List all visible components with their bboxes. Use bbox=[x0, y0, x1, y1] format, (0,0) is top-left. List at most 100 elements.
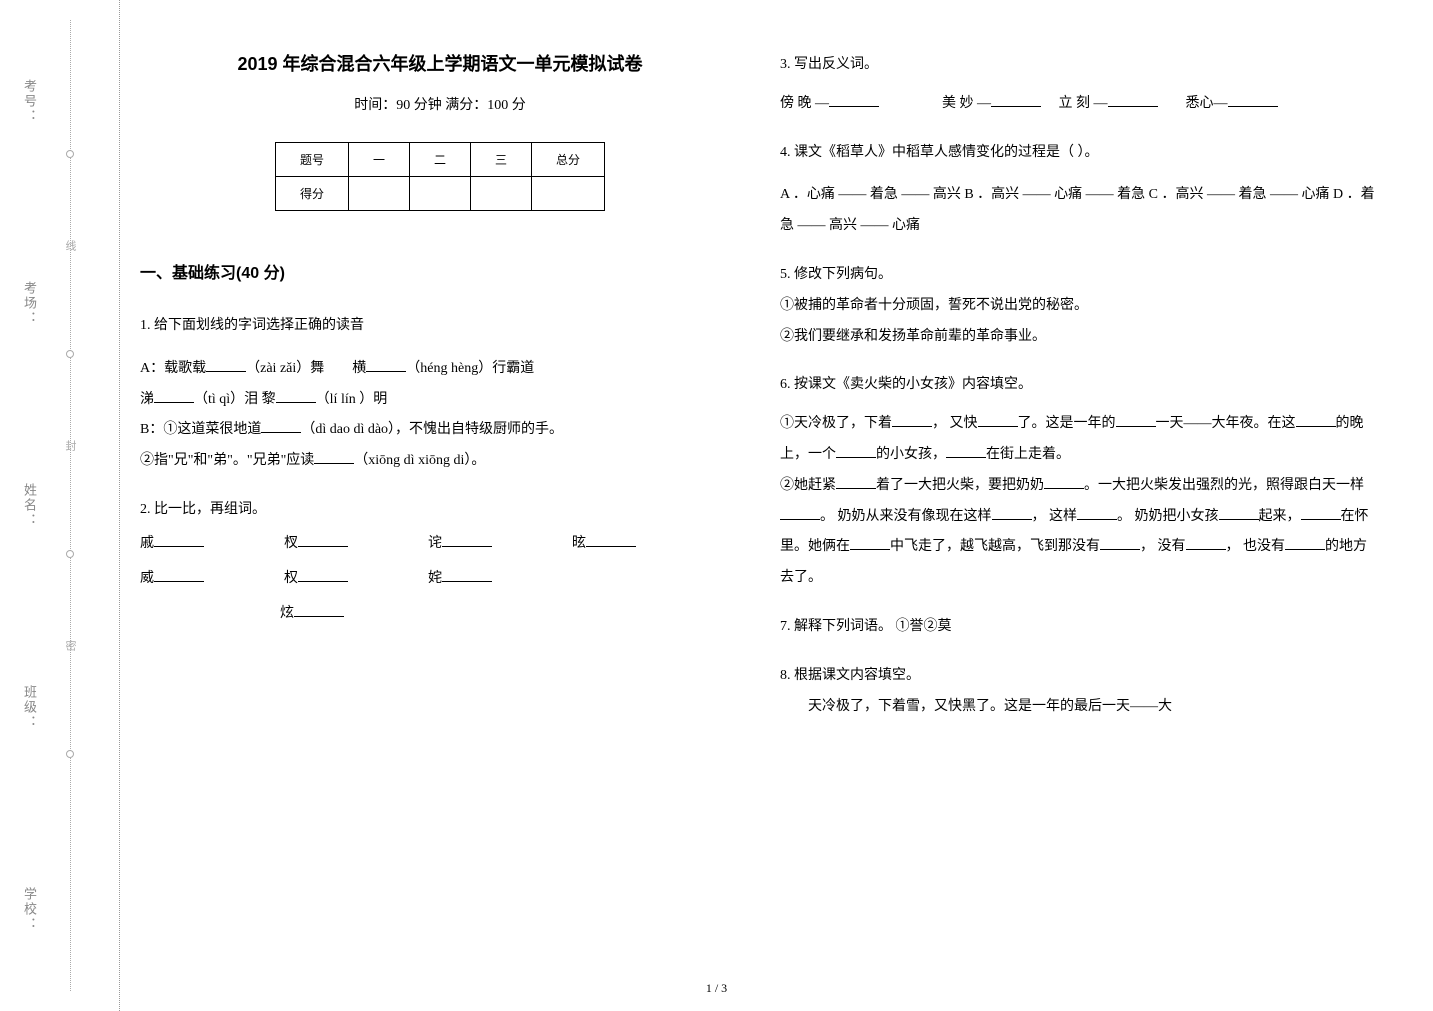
exam-subtitle: 时间：90 分钟 满分：100 分 bbox=[140, 94, 740, 114]
blank[interactable] bbox=[294, 603, 344, 617]
blank[interactable] bbox=[1108, 93, 1158, 107]
blank[interactable] bbox=[1186, 536, 1226, 550]
q5-stem: 5. 修改下列病句。 bbox=[780, 260, 1380, 291]
td-blank[interactable] bbox=[532, 177, 605, 211]
q2-row-1: 戚 杈 诧 昡 bbox=[140, 526, 740, 561]
question-6: 6. 按课文《卖火柴的小女孩》内容填空。 ①天冷极了，下着， 又快了。这是一年的… bbox=[780, 370, 1380, 594]
blank[interactable] bbox=[442, 568, 492, 582]
blank[interactable] bbox=[991, 93, 1041, 107]
blank[interactable] bbox=[850, 536, 890, 550]
blank[interactable] bbox=[1228, 93, 1278, 107]
label-name: 姓名： bbox=[20, 483, 39, 528]
question-1: 1. 给下面划线的字词选择正确的读音 A：载歌载（zài zǎi）舞 横（hén… bbox=[140, 311, 740, 477]
blank[interactable] bbox=[442, 533, 492, 547]
th: 题号 bbox=[275, 143, 348, 177]
sidebar-labels: 考号： 考场： 姓名： 班级： 学校： bbox=[20, 0, 39, 1011]
td: 得分 bbox=[275, 177, 348, 211]
th: 总分 bbox=[532, 143, 605, 177]
td-blank[interactable] bbox=[471, 177, 532, 211]
column-left: 2019 年综合混合六年级上学期语文一单元模拟试卷 时间：90 分钟 满分：10… bbox=[140, 50, 740, 722]
table-row: 题号 一 二 三 总分 bbox=[275, 143, 604, 177]
blank[interactable] bbox=[298, 533, 348, 547]
blank[interactable] bbox=[1301, 506, 1341, 520]
label-room: 考场： bbox=[20, 281, 39, 326]
blank[interactable] bbox=[836, 475, 876, 489]
blank[interactable] bbox=[1219, 506, 1259, 520]
content-columns: 2019 年综合混合六年级上学期语文一单元模拟试卷 时间：90 分钟 满分：10… bbox=[140, 50, 1380, 722]
blank[interactable] bbox=[314, 450, 354, 464]
column-right: 3. 写出反义词。 傍 晚 — 美 妙 — 立 刻 — 悉心— 4. 课文《稻草… bbox=[780, 50, 1380, 722]
blank[interactable] bbox=[946, 444, 986, 458]
binding-sidebar: 线 封 密 考号： 考场： 姓名： 班级： 学校： bbox=[0, 0, 120, 1011]
q1-line-b: 涕（tì qì）泪 黎（lí lín ）明 bbox=[140, 385, 740, 416]
q3-line: 傍 晚 — 美 妙 — 立 刻 — 悉心— bbox=[780, 89, 1380, 120]
fold-line bbox=[70, 20, 71, 991]
label-class: 班级： bbox=[20, 685, 39, 730]
q7-text: 7. 解释下列词语。 ①誉②莫 bbox=[780, 612, 1380, 643]
fold-text: 封 bbox=[62, 440, 78, 459]
blank[interactable] bbox=[298, 568, 348, 582]
blank[interactable] bbox=[780, 506, 820, 520]
q3-stem: 3. 写出反义词。 bbox=[780, 50, 1380, 81]
page-number: 1 / 3 bbox=[706, 981, 727, 996]
td-blank[interactable] bbox=[409, 177, 470, 211]
section-1-title: 一、基础练习(40 分) bbox=[140, 259, 740, 283]
question-7: 7. 解释下列词语。 ①誉②莫 bbox=[780, 612, 1380, 643]
question-2: 2. 比一比，再组词。 戚 杈 诧 昡 威 权 姹 炫 bbox=[140, 495, 740, 631]
score-table: 题号 一 二 三 总分 得分 bbox=[275, 142, 605, 211]
fold-circle bbox=[66, 150, 74, 158]
exam-title: 2019 年综合混合六年级上学期语文一单元模拟试卷 bbox=[140, 50, 740, 76]
q8-body: 天冷极了，下着雪，又快黑了。这是一年的最后一天——大 bbox=[780, 692, 1380, 723]
q2-stem: 2. 比一比，再组词。 bbox=[140, 495, 740, 526]
q6-stem: 6. 按课文《卖火柴的小女孩》内容填空。 bbox=[780, 370, 1380, 401]
q5-s2: ②我们要继承和发扬革命前辈的革命事业。 bbox=[780, 322, 1380, 353]
blank[interactable] bbox=[1285, 536, 1325, 550]
blank[interactable] bbox=[154, 533, 204, 547]
label-school: 学校： bbox=[20, 887, 39, 932]
q1-line-a: A：载歌载（zài zǎi）舞 横（héng hèng）行霸道 bbox=[140, 354, 740, 385]
blank[interactable] bbox=[154, 568, 204, 582]
q5-s1: ①被捕的革命者十分顽固，誓死不说出党的秘密。 bbox=[780, 291, 1380, 322]
blank[interactable] bbox=[586, 533, 636, 547]
q1-line-d: ②指"兄"和"弟"。"兄弟"应读（xiōng dì xiōng di）。 bbox=[140, 446, 740, 477]
table-row: 得分 bbox=[275, 177, 604, 211]
blank[interactable] bbox=[829, 93, 879, 107]
fold-circle bbox=[66, 550, 74, 558]
q2-row-2: 威 权 姹 bbox=[140, 561, 740, 596]
question-5: 5. 修改下列病句。 ①被捕的革命者十分顽固，誓死不说出党的秘密。 ②我们要继承… bbox=[780, 260, 1380, 352]
question-8: 8. 根据课文内容填空。 天冷极了，下着雪，又快黑了。这是一年的最后一天——大 bbox=[780, 661, 1380, 723]
th: 二 bbox=[409, 143, 470, 177]
q4-options: A ．心痛 —— 着急 —— 高兴 B ．高兴 —— 心痛 —— 着急 C ．高… bbox=[780, 180, 1380, 242]
blank[interactable] bbox=[1044, 475, 1084, 489]
label-exam-id: 考号： bbox=[20, 79, 39, 124]
th: 一 bbox=[348, 143, 409, 177]
blank[interactable] bbox=[366, 358, 406, 372]
q6-p2: ②她赶紧着了一大把火柴，要把奶奶。一大把火柴发出强烈的光，照得跟白天一样。 奶奶… bbox=[780, 471, 1380, 594]
fold-circle bbox=[66, 350, 74, 358]
blank[interactable] bbox=[276, 389, 316, 403]
q2-row-3: 炫 bbox=[140, 596, 740, 631]
th: 三 bbox=[471, 143, 532, 177]
blank[interactable] bbox=[1100, 536, 1140, 550]
blank[interactable] bbox=[992, 506, 1032, 520]
blank[interactable] bbox=[206, 358, 246, 372]
fold-text: 密 bbox=[62, 640, 78, 659]
q4-stem: 4. 课文《稻草人》中稻草人感情变化的过程是（ ）。 bbox=[780, 138, 1380, 169]
q8-stem: 8. 根据课文内容填空。 bbox=[780, 661, 1380, 692]
blank[interactable] bbox=[836, 444, 876, 458]
blank[interactable] bbox=[261, 419, 301, 433]
blank[interactable] bbox=[1116, 413, 1156, 427]
q6-p1: ①天冷极了，下着， 又快了。这是一年的一天——大年夜。在这的晚上，一个的小女孩，… bbox=[780, 409, 1380, 471]
question-4: 4. 课文《稻草人》中稻草人感情变化的过程是（ ）。 A ．心痛 —— 着急 —… bbox=[780, 138, 1380, 242]
blank[interactable] bbox=[1296, 413, 1336, 427]
q1-line-c: B：①这道菜很地道（dì dao dì dào），不愧出自特级厨师的手。 bbox=[140, 415, 740, 446]
fold-circle bbox=[66, 750, 74, 758]
q1-stem: 1. 给下面划线的字词选择正确的读音 bbox=[140, 311, 740, 342]
td-blank[interactable] bbox=[348, 177, 409, 211]
blank[interactable] bbox=[1077, 506, 1117, 520]
blank[interactable] bbox=[892, 413, 932, 427]
fold-text: 线 bbox=[62, 240, 78, 259]
question-3: 3. 写出反义词。 傍 晚 — 美 妙 — 立 刻 — 悉心— bbox=[780, 50, 1380, 120]
blank[interactable] bbox=[154, 389, 194, 403]
blank[interactable] bbox=[978, 413, 1018, 427]
